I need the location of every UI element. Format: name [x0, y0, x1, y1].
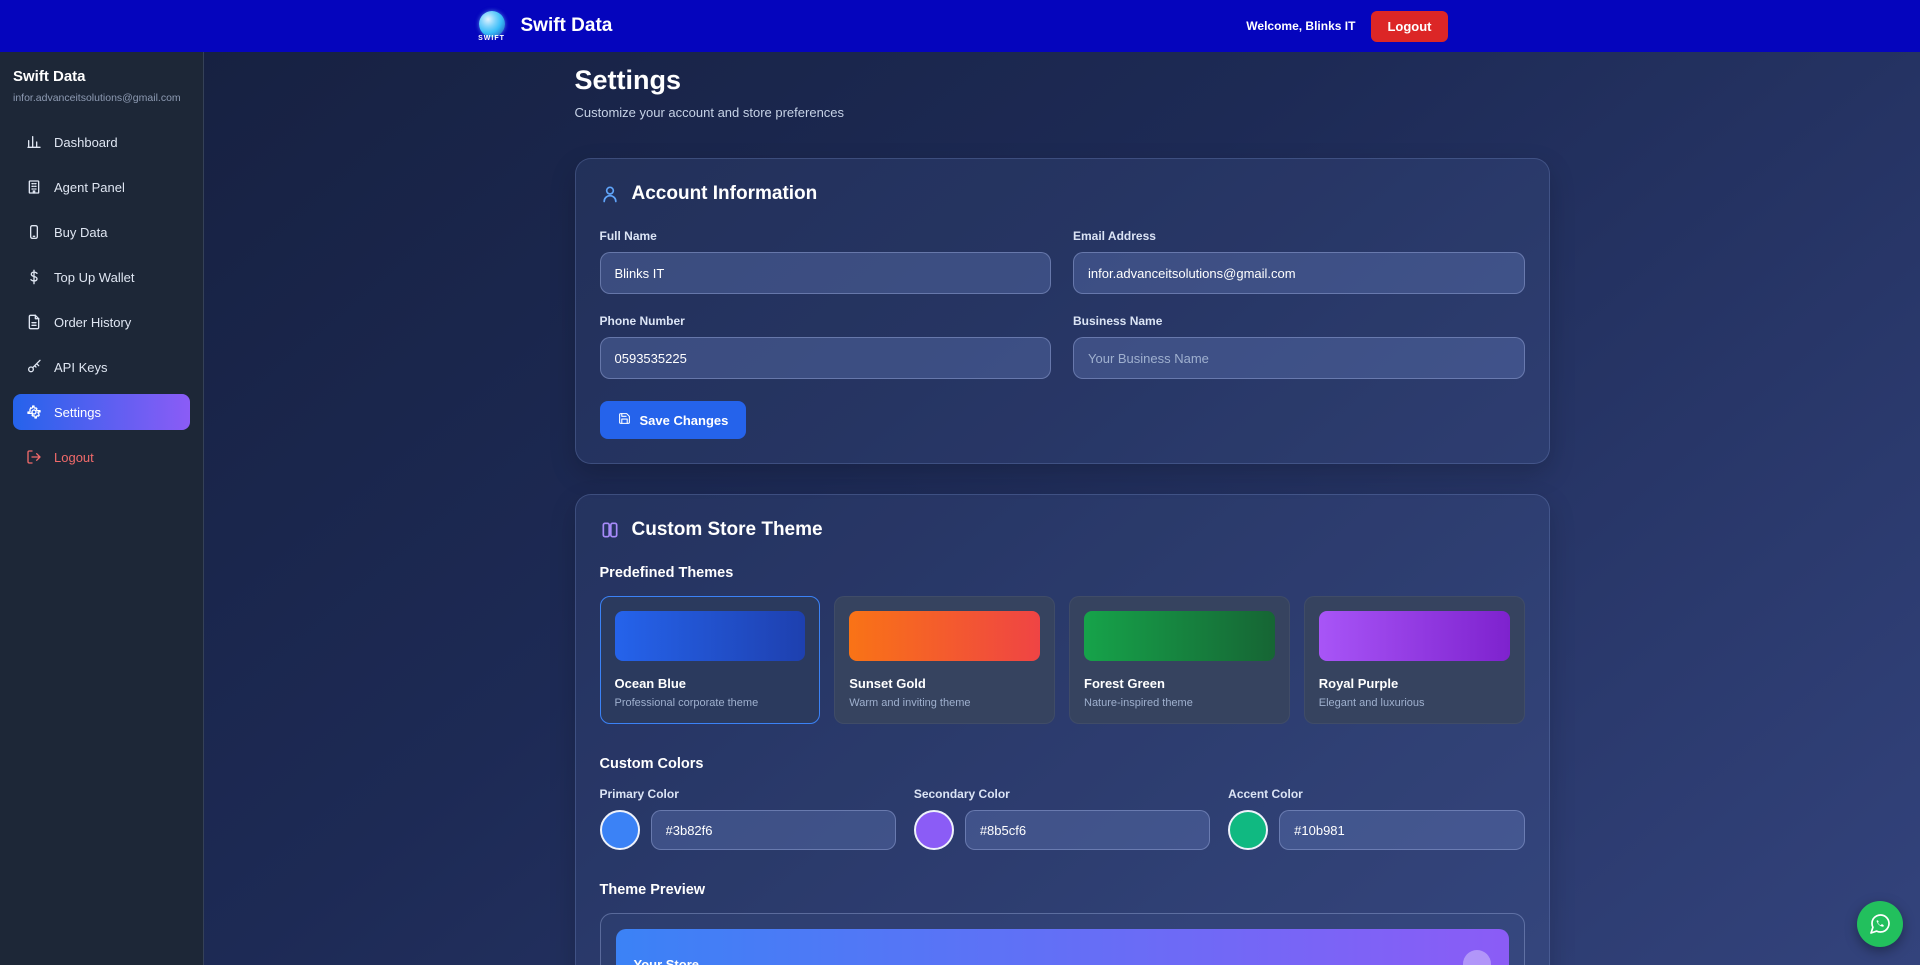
color-label: Primary Color [599, 787, 679, 801]
secondary-color-input[interactable] [964, 810, 1211, 850]
theme-description: Professional corporate theme [614, 697, 759, 709]
color-swatch-picker[interactable] [1228, 810, 1269, 850]
sidebar-item-order-history[interactable]: Order History [13, 304, 190, 340]
sidebar-item-buy-data[interactable]: Buy Data [13, 214, 190, 250]
sidebar-item-label: Order History [54, 314, 132, 330]
smartphone-icon [25, 224, 42, 241]
user-icon [600, 184, 620, 204]
sidebar-item-settings[interactable]: Settings [13, 394, 190, 430]
primary-color-input[interactable] [650, 810, 896, 850]
page-title: Settings [574, 65, 682, 95]
theme-swatch [614, 611, 806, 661]
theme-swatch [849, 611, 1040, 661]
logout-button[interactable]: Logout [1371, 10, 1448, 42]
bar-chart-icon [25, 134, 42, 151]
color-field-accent-color: Accent Color [1228, 787, 1525, 850]
store-preview-header: Your Store [615, 929, 1509, 965]
full-name-input[interactable] [599, 252, 1051, 294]
email-address-input[interactable] [1073, 252, 1525, 294]
sidebar-item-label: Settings [54, 404, 101, 420]
field-full-name: Full Name [599, 229, 1051, 294]
whatsapp-button[interactable] [1857, 901, 1903, 947]
field-label: Business Name [1073, 314, 1163, 328]
page-subtitle: Customize your account and store prefere… [574, 105, 845, 120]
theme-name: Sunset Gold [849, 676, 926, 691]
sidebar-item-label: Agent Panel [54, 179, 125, 195]
color-field-secondary-color: Secondary Color [913, 787, 1211, 850]
sidebar-title: Swift Data [13, 68, 86, 85]
business-name-input[interactable] [1073, 337, 1525, 379]
sidebar-user-email: infor.advanceitsolutions@gmail.com [13, 92, 181, 104]
main-content: Settings Customize your account and stor… [204, 52, 1920, 965]
sidebar-item-logout[interactable]: Logout [13, 439, 190, 475]
logo-word: SWIFT [478, 34, 505, 42]
theme-card-title: Custom Store Theme [631, 519, 823, 540]
save-changes-label: Save Changes [639, 412, 729, 428]
phone-number-input[interactable] [599, 337, 1051, 379]
save-icon [618, 412, 631, 428]
dollar-icon [25, 269, 42, 286]
field-label: Email Address [1073, 229, 1156, 243]
sidebar-item-label: Top Up Wallet [54, 269, 135, 285]
theme-name: Forest Green [1084, 676, 1165, 691]
welcome-text: Welcome, Blinks IT [1246, 19, 1356, 33]
theme-description: Warm and inviting theme [849, 697, 971, 709]
field-label: Phone Number [599, 314, 685, 328]
color-swatch-picker[interactable] [913, 810, 954, 850]
top-navbar: SWIFT Swift Data Welcome, Blinks IT Logo… [0, 0, 1920, 52]
custom-colors-heading: Custom Colors [599, 756, 704, 772]
account-card-title: Account Information [631, 183, 818, 204]
sidebar-item-dashboard[interactable]: Dashboard [13, 124, 190, 160]
theme-option-forest-green[interactable]: Forest Green Nature-inspired theme [1069, 596, 1290, 724]
predefined-themes-heading: Predefined Themes [599, 565, 734, 581]
custom-store-theme-card: Custom Store Theme Predefined Themes Oce… [574, 494, 1550, 965]
key-icon [25, 359, 42, 376]
brand-title: Swift Data [520, 15, 613, 36]
swift-data-logo-icon: SWIFT [473, 6, 511, 46]
sidebar-item-label: Logout [54, 449, 94, 465]
theme-description: Nature-inspired theme [1084, 697, 1193, 709]
gear-icon [25, 404, 42, 421]
theme-name: Ocean Blue [614, 676, 687, 691]
document-icon [25, 314, 42, 331]
theme-swatch [1318, 611, 1510, 661]
color-swatch-picker[interactable] [599, 810, 640, 850]
store-avatar [1462, 950, 1491, 965]
theme-option-sunset-gold[interactable]: Sunset Gold Warm and inviting theme [834, 596, 1055, 724]
field-email-address: Email Address [1073, 229, 1525, 294]
sidebar-item-api-keys[interactable]: API Keys [13, 349, 190, 385]
accent-color-input[interactable] [1279, 810, 1525, 850]
sidebar: Swift Data infor.advanceitsolutions@gmai… [0, 52, 204, 965]
color-label: Secondary Color [913, 787, 1010, 801]
account-information-card: Account Information Full Name Email Addr… [574, 158, 1550, 464]
field-label: Full Name [599, 229, 657, 243]
theme-description: Elegant and luxurious [1318, 697, 1425, 709]
theme-preview-box: Your Store [599, 913, 1525, 965]
sidebar-item-label: Dashboard [54, 134, 118, 150]
theme-name: Royal Purple [1318, 676, 1399, 691]
color-label: Accent Color [1228, 787, 1303, 801]
sidebar-item-agent-panel[interactable]: Agent Panel [13, 169, 190, 205]
brand: SWIFT Swift Data [473, 6, 613, 46]
save-changes-button[interactable]: Save Changes [599, 401, 747, 439]
whatsapp-icon [1870, 914, 1890, 934]
store-name: Your Store [633, 956, 700, 965]
theme-preview-heading: Theme Preview [599, 882, 706, 898]
logout-icon [25, 449, 42, 466]
sidebar-item-label: API Keys [54, 359, 108, 375]
sidebar-item-label: Buy Data [54, 224, 108, 240]
building-icon [25, 179, 42, 196]
theme-option-royal-purple[interactable]: Royal Purple Elegant and luxurious [1303, 596, 1525, 724]
globe-icon [478, 10, 505, 37]
theme-option-ocean-blue[interactable]: Ocean Blue Professional corporate theme [599, 596, 821, 724]
palette-book-icon [600, 520, 620, 540]
sidebar-item-top-up-wallet[interactable]: Top Up Wallet [13, 259, 190, 295]
field-business-name: Business Name [1073, 314, 1525, 379]
field-phone-number: Phone Number [599, 314, 1051, 379]
theme-swatch [1084, 611, 1275, 661]
color-field-primary-color: Primary Color [599, 787, 896, 850]
